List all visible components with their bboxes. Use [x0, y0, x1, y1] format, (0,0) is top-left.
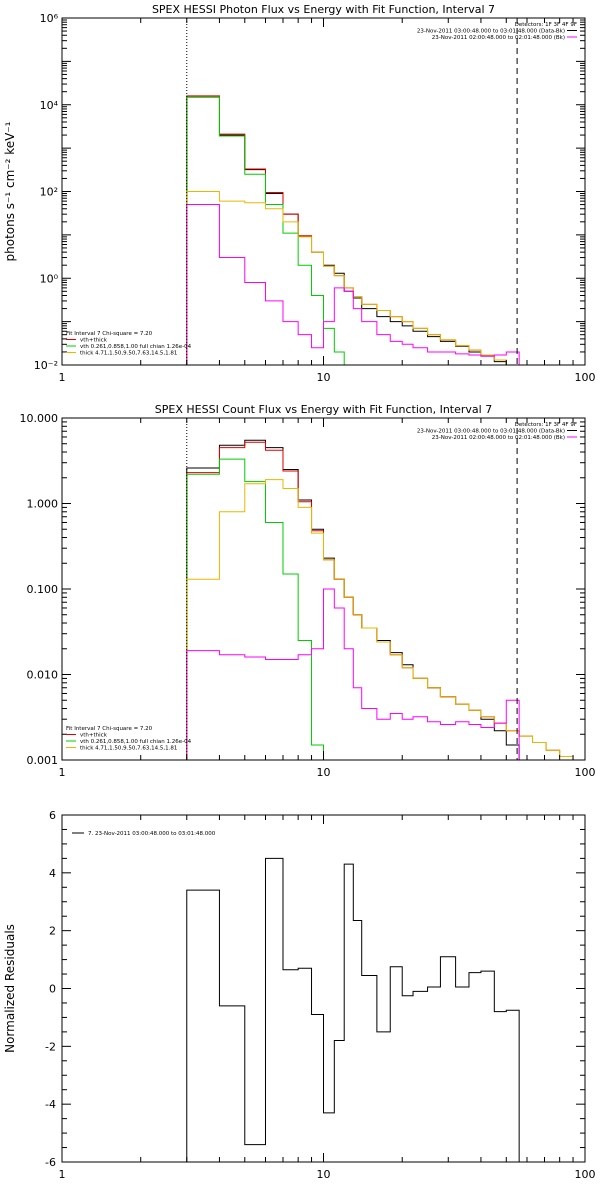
legend-entry-label: 7. 23-Nov-2011 03:00:48.000 to 03:01:48.… [88, 831, 216, 837]
x-tick-label: 100 [575, 371, 596, 384]
y-axis-label: photons s⁻¹ cm⁻² keV⁻¹ [3, 121, 17, 261]
legend-entry-label: vth+thick [80, 338, 108, 344]
legend-entry-label: thick 4.71,1.50,9.50,7.63,14.5,1.81 [80, 351, 177, 357]
series-line-3 [186, 458, 324, 760]
series-line-1 [186, 96, 533, 365]
y-tick-label: 1.000 [27, 498, 59, 511]
x-tick-label: 1 [59, 1168, 66, 1181]
legend-entry-label: 23-Nov-2011 03:00:48.000 to 03:01:48.000… [417, 29, 565, 35]
y-tick-label: -6 [45, 1156, 56, 1169]
chart-panel-1: SPEX HESSI Photon Flux vs Energy with Fi… [3, 3, 596, 384]
legend-entry-label: vth+thick [80, 733, 108, 739]
legend-entry-label: 23-Nov-2011 02:00:48.000 to 02:01:48.000… [432, 435, 565, 441]
y-tick-label: 10⁴ [40, 99, 59, 112]
legend-entry-label: 23-Nov-2011 03:00:48.000 to 03:01:48.000… [417, 429, 565, 435]
chart-panel-3: Normalized Residuals 1 10 100 -6 -4 -2 0 2 4 6 7. 2… [3, 809, 596, 1181]
x-tick-label: 100 [575, 766, 596, 779]
x-tick-label: 10 [317, 371, 331, 384]
y-tick-label: 4 [49, 867, 56, 880]
series-line-1 [186, 857, 520, 1162]
y-tick-label: -2 [45, 1040, 56, 1053]
series-line-5 [186, 588, 520, 760]
y-tick-label: 10⁻² [34, 359, 58, 372]
legend-entry-label: thick 4.71,1.50,9.50,7.63,14.5,1.81 [80, 746, 177, 752]
x-tick-label: 10 [317, 766, 331, 779]
legend-detectors: Detectors: 1F 3F 4F 9F [515, 422, 577, 428]
legend-detectors: Detectors: 1F 3F 4F 9F [515, 22, 577, 28]
y-tick-label: 0 [49, 983, 56, 996]
x-tick-label: 100 [575, 1168, 596, 1181]
series-line-4 [186, 191, 547, 365]
y-tick-label: 10² [40, 186, 58, 199]
x-tick-label: 10 [317, 1168, 331, 1181]
x-tick-label: 1 [59, 766, 66, 779]
y-tick-label: 10⁶ [40, 12, 59, 25]
legend-fit-info: Fit Interval 7 Chi-square = 7.20 [66, 331, 153, 337]
series-line-5 [186, 204, 520, 365]
series-line-4 [186, 479, 585, 760]
plot-area [186, 857, 520, 1162]
y-tick-label: 2 [49, 925, 56, 938]
series-line-2 [186, 441, 585, 760]
plot-area [186, 439, 585, 760]
y-tick-label: 10.000 [20, 412, 59, 425]
x-tick-label: 1 [59, 371, 66, 384]
plot-area [186, 95, 547, 365]
y-tick-label: 0.010 [27, 669, 59, 682]
y-tick-label: -4 [45, 1098, 56, 1111]
y-axis-label: Normalized Residuals [3, 924, 17, 1053]
legend-entry-label: 23-Nov-2011 02:00:48.000 to 02:01:48.000… [432, 35, 565, 41]
y-tick-label: 10⁰ [40, 272, 59, 285]
legend-entry-label: vth 0.261,0.858,1.00 full chian 1.26e-04 [80, 344, 192, 350]
chart-panel-2: SPEX HESSI Count Flux vs Energy with Fit… [20, 403, 596, 779]
y-tick-label: 6 [49, 809, 56, 822]
series-line-3 [186, 96, 345, 365]
y-tick-label: 0.001 [27, 754, 59, 767]
y-tick-label: 0.100 [27, 583, 59, 596]
legend-fit-info: Fit Interval 7 Chi-square = 7.20 [66, 726, 153, 732]
chart-title: SPEX HESSI Photon Flux vs Energy with Fi… [152, 3, 495, 16]
chart-title: SPEX HESSI Count Flux vs Energy with Fit… [155, 403, 492, 416]
legend-entry-label: vth 0.261,0.858,1.00 full chian 1.26e-04 [80, 739, 192, 745]
